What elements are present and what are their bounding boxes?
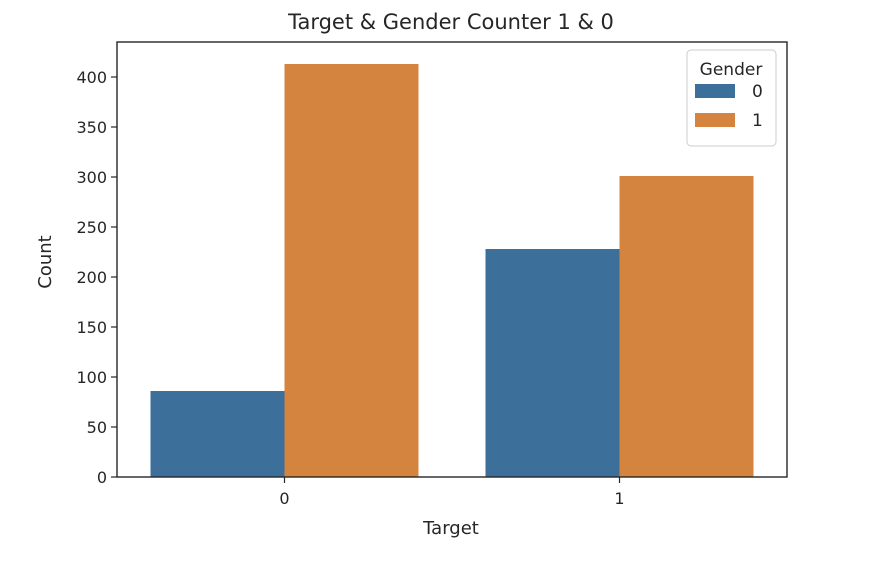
legend-label-1: 1 [752, 111, 763, 131]
y-tick-label: 250 [76, 218, 107, 237]
bar-target-0-gender-1 [284, 64, 419, 477]
legend-title: Gender [700, 60, 763, 80]
bars-group [150, 64, 754, 477]
x-tick-label: 1 [614, 489, 624, 508]
bar-target-1-gender-1 [619, 176, 754, 477]
y-ticks-group: 0 50 100 150 200 250 300 350 400 [76, 68, 117, 487]
bar-target-0-gender-0 [150, 391, 285, 477]
y-axis-label: Count [35, 235, 56, 288]
y-tick-label: 200 [76, 268, 107, 287]
y-tick-label: 400 [76, 68, 107, 87]
legend-swatch-1 [695, 113, 735, 127]
x-tick-label: 0 [279, 489, 289, 508]
y-tick-label: 100 [76, 368, 107, 387]
y-tick-label: 0 [97, 468, 107, 487]
legend: Gender 0 1 [686, 49, 777, 147]
x-axis-label: Target [422, 518, 479, 539]
y-tick-label: 300 [76, 168, 107, 187]
y-tick-label: 350 [76, 118, 107, 137]
bar-target-1-gender-0 [485, 249, 620, 477]
plot-frame [116, 41, 788, 478]
legend-swatch-0 [695, 84, 735, 98]
y-tick-label: 150 [76, 318, 107, 337]
chart-title: Target & Gender Counter 1 & 0 [287, 10, 614, 34]
y-tick-label: 50 [87, 418, 107, 437]
legend-label-0: 0 [752, 82, 763, 102]
